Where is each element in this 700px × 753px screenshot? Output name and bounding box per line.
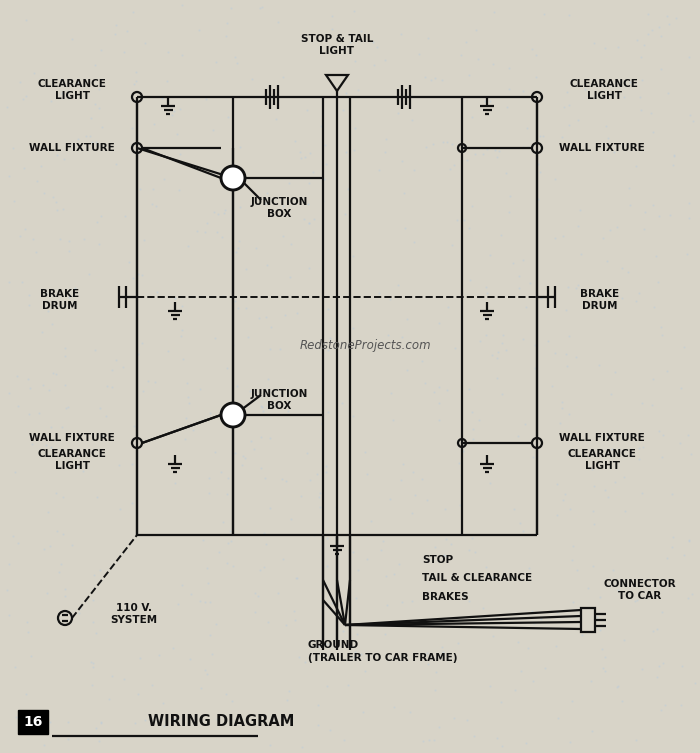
- Text: GROUND: GROUND: [308, 640, 359, 650]
- Text: WALL FIXTURE: WALL FIXTURE: [559, 433, 645, 443]
- Text: JUNCTION
BOX: JUNCTION BOX: [251, 389, 309, 411]
- Text: 16: 16: [23, 715, 43, 729]
- Text: WIRING DIAGRAM: WIRING DIAGRAM: [148, 715, 295, 730]
- Text: STOP: STOP: [422, 555, 453, 565]
- Text: WALL FIXTURE: WALL FIXTURE: [29, 143, 115, 153]
- Circle shape: [221, 166, 245, 190]
- Circle shape: [221, 403, 245, 427]
- Text: 110 V.
SYSTEM: 110 V. SYSTEM: [110, 603, 157, 625]
- Bar: [18, 710, 48, 734]
- Text: CLEARANCE
LIGHT: CLEARANCE LIGHT: [568, 450, 636, 471]
- Text: JUNCTION
BOX: JUNCTION BOX: [251, 197, 309, 219]
- Text: CLEARANCE
LIGHT: CLEARANCE LIGHT: [570, 79, 638, 101]
- Text: BRAKE
DRUM: BRAKE DRUM: [41, 289, 80, 311]
- Text: WALL FIXTURE: WALL FIXTURE: [559, 143, 645, 153]
- Text: BRAKES: BRAKES: [422, 592, 468, 602]
- Text: TAIL & CLEARANCE: TAIL & CLEARANCE: [422, 573, 532, 583]
- Text: RedstoneProjects.com: RedstoneProjects.com: [299, 339, 430, 352]
- Text: CLEARANCE
LIGHT: CLEARANCE LIGHT: [38, 79, 106, 101]
- Text: BRAKE
DRUM: BRAKE DRUM: [580, 289, 620, 311]
- Text: (TRAILER TO CAR FRAME): (TRAILER TO CAR FRAME): [308, 653, 458, 663]
- Text: CONNECTOR
TO CAR: CONNECTOR TO CAR: [603, 579, 676, 601]
- Text: WALL FIXTURE: WALL FIXTURE: [29, 433, 115, 443]
- Text: CLEARANCE
LIGHT: CLEARANCE LIGHT: [38, 450, 106, 471]
- Bar: [581, 608, 595, 632]
- Text: STOP & TAIL
LIGHT: STOP & TAIL LIGHT: [301, 34, 373, 56]
